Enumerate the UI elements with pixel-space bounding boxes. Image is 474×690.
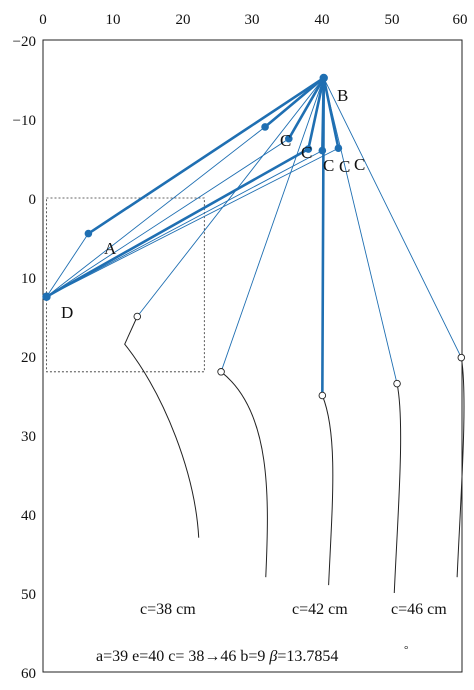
joint-P5 bbox=[334, 144, 343, 153]
x-tick-label: 60 bbox=[453, 12, 468, 28]
thin-link-d bbox=[46, 138, 290, 298]
x-tick-label: 10 bbox=[106, 12, 121, 28]
y-tick-label: 60 bbox=[21, 666, 36, 682]
label-C2: C bbox=[301, 143, 312, 162]
thick-link bbox=[45, 147, 310, 299]
label-C5: C bbox=[354, 155, 365, 174]
y-tick-label: 30 bbox=[21, 429, 36, 445]
params-beta-value: =13.7854 bbox=[277, 648, 338, 665]
plot-frame bbox=[42, 39, 463, 673]
foot-curves bbox=[124, 316, 465, 594]
thin-link-b-foot bbox=[323, 77, 398, 385]
label-A: A bbox=[104, 239, 117, 258]
thick-vertical-link bbox=[321, 76, 326, 397]
dotted-region bbox=[46, 197, 205, 373]
thin-link-d bbox=[46, 126, 266, 298]
caption-c42: c=42 cm bbox=[292, 601, 348, 618]
joint-P3 bbox=[304, 145, 313, 153]
caption-c46: c=46 cm bbox=[391, 601, 447, 618]
y-tick-label: 10 bbox=[21, 271, 36, 287]
joint-markers bbox=[42, 73, 466, 400]
foot-2-marker bbox=[217, 368, 225, 376]
y-tick-label: 40 bbox=[21, 508, 36, 524]
joint-P2 bbox=[285, 134, 293, 143]
params-degree: ° bbox=[404, 644, 408, 656]
joint-P1 bbox=[261, 123, 269, 131]
thin-link-b-foot bbox=[220, 77, 325, 373]
label-C4: C bbox=[339, 157, 350, 176]
thin-link-d-a bbox=[46, 233, 89, 298]
joint-D bbox=[42, 292, 51, 301]
y-tick-label: −10 bbox=[13, 113, 36, 129]
thick-link bbox=[263, 76, 326, 129]
foot-4-curve bbox=[393, 383, 402, 594]
foot-5-marker bbox=[457, 353, 466, 362]
thin-links bbox=[46, 77, 462, 396]
joint-P4 bbox=[318, 146, 327, 155]
foot-1-marker bbox=[133, 312, 142, 321]
thick-link bbox=[87, 76, 326, 235]
x-tick-label: 40 bbox=[315, 12, 330, 28]
params-main: a=39 e=40 c= 38 bbox=[96, 648, 204, 665]
params-beta: β bbox=[268, 648, 277, 665]
foot-1-curve bbox=[124, 316, 200, 538]
y-tick-label: 20 bbox=[21, 350, 36, 366]
foot-3-curve bbox=[321, 395, 334, 586]
joint-B bbox=[319, 73, 328, 83]
y-tick-labels: −20 −10 0 10 20 30 40 50 60 bbox=[13, 34, 36, 682]
label-B: B bbox=[337, 86, 348, 105]
y-tick-label: −20 bbox=[13, 34, 36, 50]
thin-link-b-foot bbox=[323, 77, 462, 359]
thick-link bbox=[307, 76, 326, 151]
foot-3-marker bbox=[318, 391, 327, 400]
foot-5-curve bbox=[456, 357, 465, 578]
foot-2-curve bbox=[220, 371, 268, 578]
dotted-box bbox=[46, 197, 205, 373]
caption-c38: c=38 cm bbox=[140, 601, 196, 618]
params-tail: 46 b=9 bbox=[220, 648, 269, 665]
joint-A bbox=[84, 229, 93, 238]
x-tick-label: 50 bbox=[385, 12, 400, 28]
thick-link bbox=[287, 76, 326, 141]
params-arrow: → bbox=[204, 648, 220, 665]
x-tick-labels: 0 10 20 30 40 50 60 bbox=[39, 12, 467, 28]
thick-links bbox=[45, 76, 340, 397]
thin-link-d bbox=[46, 147, 339, 298]
x-tick-label: 20 bbox=[176, 12, 191, 28]
label-D: D bbox=[61, 303, 73, 322]
thin-link-b-foot bbox=[136, 77, 325, 317]
foot-4-marker bbox=[393, 379, 401, 388]
thick-link bbox=[322, 76, 340, 150]
x-tick-label: 0 bbox=[39, 12, 47, 28]
thin-link-d bbox=[46, 150, 323, 298]
params-line: a=39 e=40 c= 38→46 b=9 β=13.7854 bbox=[96, 648, 338, 665]
label-C3: C bbox=[323, 156, 334, 175]
label-C1: C bbox=[280, 131, 291, 150]
x-tick-label: 30 bbox=[245, 12, 260, 28]
y-tick-label: 0 bbox=[29, 192, 37, 208]
y-tick-label: 50 bbox=[21, 587, 36, 603]
